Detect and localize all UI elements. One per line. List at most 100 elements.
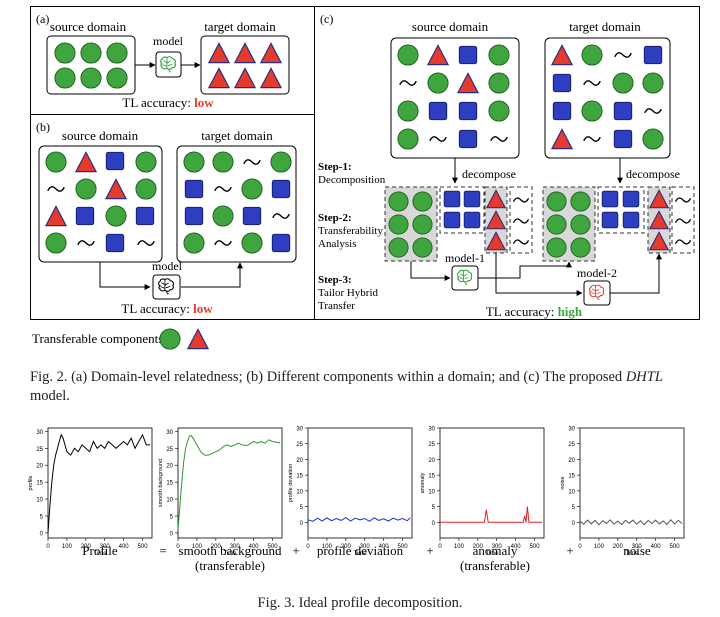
y-tick-label: 0 <box>170 531 174 537</box>
y-tick-label: 20 <box>296 458 303 464</box>
panel-c-target-grid <box>551 44 664 150</box>
x-tick-label: 500 <box>138 544 149 550</box>
panel-b-arrow-out <box>181 262 243 288</box>
x-tick-label: 300 <box>492 544 503 550</box>
x-tick-label: 400 <box>249 544 260 550</box>
series-line <box>177 434 281 530</box>
y-axis-label: profile deviation <box>288 464 294 503</box>
y-tick-label: 30 <box>36 430 43 436</box>
y-tick-label: 10 <box>36 498 43 504</box>
panel-a-target-label: target domain <box>204 19 276 34</box>
panel-a-model-label: model <box>153 34 184 48</box>
x-axis-label: Time <box>485 551 499 557</box>
x-tick-label: 200 <box>211 544 222 550</box>
x-tick-label: 300 <box>100 544 111 550</box>
panel-c-model1-label: model-1 <box>445 251 485 265</box>
panel-a-target-triangles <box>208 42 282 89</box>
panel-c-source-grid <box>397 44 510 150</box>
y-tick-label: 25 <box>568 442 575 448</box>
y-tick-label: 10 <box>428 489 435 495</box>
series-line <box>579 519 683 526</box>
y-axis-label: noise <box>560 476 566 489</box>
x-tick-label: 100 <box>62 544 73 550</box>
figure-2-caption: Fig. 2. (a) Domain-level relatedness; (b… <box>30 369 663 404</box>
y-tick-label: 15 <box>36 481 43 487</box>
panel-b-tl-value: low <box>193 301 213 316</box>
y-tick-label: 5 <box>40 515 44 521</box>
panel-titles: Profile smooth background (transferable)… <box>82 543 651 573</box>
panel-a-tl-line: TL accuracy: low <box>122 95 214 110</box>
x-tick-label: 0 <box>176 544 180 550</box>
step2-title: Step-2: <box>318 212 352 224</box>
panel-a-source-label: source domain <box>50 19 127 34</box>
panel-b-source-label: source domain <box>62 128 139 143</box>
x-tick-label: 300 <box>632 544 643 550</box>
y-axis-label: profile <box>28 476 34 491</box>
x-tick-label: 400 <box>379 544 390 550</box>
panel-subtitle-anomaly: (transferable) <box>460 558 530 573</box>
panel-c-tag: (c) <box>320 12 333 26</box>
panel-b-tag: (b) <box>36 120 50 134</box>
arrow-source-to-model2 <box>495 253 583 296</box>
y-axis-label: anomaly <box>420 472 426 493</box>
x-tick-label: 100 <box>192 544 203 550</box>
y-tick-label: 10 <box>296 489 303 495</box>
y-tick-label: 15 <box>166 481 173 487</box>
panel-a-tl-value: low <box>194 95 214 110</box>
arrow-source-to-model1 <box>410 261 451 281</box>
y-tick-label: 20 <box>428 458 435 464</box>
y-tick-label: 15 <box>296 474 303 480</box>
panel-b-model-label: model <box>152 259 183 273</box>
y-tick-label: 5 <box>300 505 304 511</box>
y-tick-label: 30 <box>166 430 173 436</box>
panel-c-left-decomposed <box>384 186 533 262</box>
panel-c-tl-value: high <box>558 304 583 319</box>
series-line <box>47 433 151 533</box>
y-tick-label: 20 <box>568 458 575 464</box>
x-tick-label: 500 <box>268 544 279 550</box>
panel-c-model2-box <box>583 280 611 306</box>
legend-triangle <box>187 328 209 350</box>
panel-title-profile-deviation: profile deviation <box>317 543 404 558</box>
figure-3-caption: Fig. 3. Ideal profile decomposition. <box>257 595 463 611</box>
y-tick-label: 5 <box>572 505 576 511</box>
x-tick-label: 200 <box>341 544 352 550</box>
y-tick-label: 25 <box>36 447 43 453</box>
y-tick-label: 30 <box>568 427 575 433</box>
series-line <box>440 506 543 523</box>
x-tick-label: 400 <box>511 544 522 550</box>
panel-title-profile: Profile <box>82 543 118 558</box>
x-tick-label: 0 <box>578 544 582 550</box>
panel-b-target-box <box>176 145 297 263</box>
y-tick-label: 20 <box>36 464 43 470</box>
x-tick-label: 300 <box>230 544 241 550</box>
y-tick-label: 0 <box>40 531 44 537</box>
x-tick-label: 100 <box>594 544 605 550</box>
x-tick-label: 100 <box>322 544 333 550</box>
plot-frame <box>177 427 283 539</box>
step1-title: Step-1: <box>318 161 352 173</box>
operator-plus-1: + <box>292 543 299 558</box>
step1-text: Decomposition <box>318 174 386 186</box>
x-tick-label: 500 <box>398 544 409 550</box>
panel-c-model1-box <box>451 265 479 291</box>
figure-2: (a) source domain target domain model TL… <box>30 6 700 350</box>
panel-title-noise: noise <box>623 543 651 558</box>
panel-b-target-label: target domain <box>201 128 273 143</box>
panel-b-tl-line: TL accuracy: low <box>121 301 213 316</box>
x-axis-label: Time <box>223 551 237 557</box>
x-axis-label: Time <box>625 551 639 557</box>
y-axis-label: smooth background <box>158 459 164 507</box>
operator-equals: = <box>159 543 166 558</box>
x-axis-label: Time <box>353 551 367 557</box>
y-tick-label: 0 <box>572 521 576 527</box>
step2-line1: Transferability <box>318 225 383 237</box>
x-tick-label: 400 <box>651 544 662 550</box>
y-tick-label: 15 <box>428 474 435 480</box>
arrow-model1-to-target <box>478 261 572 279</box>
step3-line1: Tailor Hybrid <box>318 287 379 299</box>
y-tick-label: 5 <box>432 505 436 511</box>
